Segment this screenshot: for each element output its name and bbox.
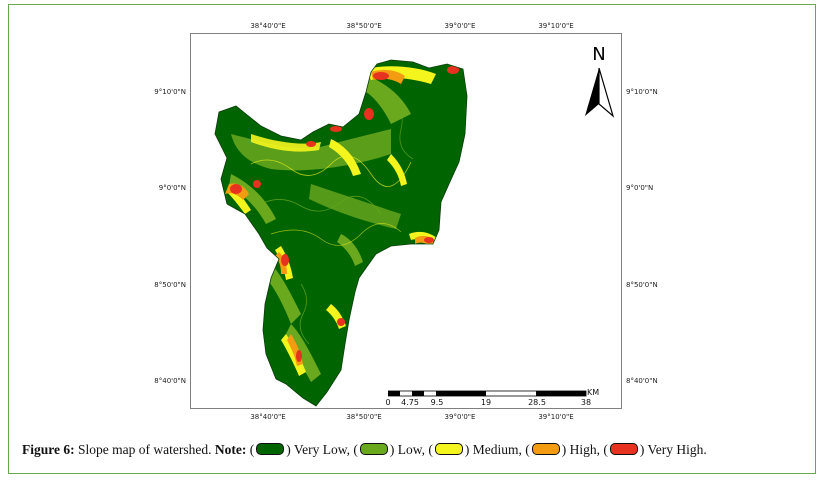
low-slope-zone	[286, 324, 321, 382]
very-high-slope-zone	[296, 350, 302, 362]
coord-bottom-4: 39°10'0"E	[538, 413, 574, 421]
coord-left-3: 8°50'0"N	[154, 281, 186, 289]
very-high-slope-zone	[330, 126, 342, 132]
scale-label: 9.5	[430, 398, 444, 407]
low-slope-zone	[309, 184, 401, 229]
map-frame	[190, 33, 622, 409]
low-slope-zone	[361, 74, 411, 124]
coord-left-1: 9°10'0"N	[154, 88, 186, 96]
very-high-slope-zone	[281, 254, 289, 266]
legend-swatch-very-high	[609, 443, 638, 455]
scale-label: 19	[480, 398, 492, 407]
coord-bottom-3: 39°0'0"E	[444, 413, 476, 421]
scale-bar	[388, 390, 587, 397]
very-high-slope-zone	[447, 66, 459, 74]
coord-bottom-1: 38°40'0"E	[250, 413, 286, 421]
north-arrow-icon: N	[579, 42, 619, 126]
very-high-slope-zone	[364, 108, 374, 120]
scale-label: 28.5	[528, 398, 546, 407]
coord-left-2: 9°0'0"N	[158, 184, 186, 192]
medium-slope-zone	[281, 334, 306, 376]
very-high-slope-zone	[230, 184, 242, 194]
coord-right-4: 8°40'0"N	[626, 377, 658, 385]
slope-map	[214, 59, 468, 407]
legend-swatch-very-low	[256, 443, 285, 455]
coord-top-3: 39°0'0"E	[444, 22, 476, 30]
figure-caption: Figure 6: Slope map of watershed. Note: …	[22, 442, 707, 457]
north-label: N	[592, 44, 605, 65]
scale-label: 4.75	[401, 398, 419, 407]
legend-swatch-high	[531, 443, 560, 455]
coord-top-2: 38°50'0"E	[346, 22, 382, 30]
low-slope-zone	[337, 234, 363, 266]
very-high-slope-zone	[253, 180, 261, 188]
legend-label-medium: Medium,	[472, 442, 522, 457]
coord-right-2: 9°0'0"N	[626, 184, 654, 192]
legend-label-high: High,	[569, 442, 600, 457]
medium-slope-zone	[387, 154, 407, 186]
coord-bottom-2: 38°50'0"E	[346, 413, 382, 421]
legend-label-very-low: Very Low,	[293, 442, 350, 457]
medium-slope-zone	[329, 139, 361, 176]
legend-swatch-low	[359, 443, 388, 455]
very-high-slope-zone	[373, 72, 389, 80]
note-label: Note:	[214, 442, 247, 457]
very-high-slope-zone	[337, 318, 345, 326]
scale-unit: KM	[587, 388, 600, 397]
coord-top-4: 39°10'0"E	[538, 22, 574, 30]
legend-label-low: Low,	[397, 442, 425, 457]
medium-slope-zone	[251, 134, 321, 152]
high-slope-zone	[275, 252, 287, 274]
figure-frame	[8, 4, 816, 474]
coord-right-1: 9°10'0"N	[626, 88, 658, 96]
coord-right-3: 8°50'0"N	[626, 281, 658, 289]
very-high-slope-zone	[424, 237, 434, 243]
figure-label: Figure 6:	[22, 442, 75, 457]
caption-text: Slope map of watershed.	[78, 442, 212, 457]
coord-left-4: 8°40'0"N	[154, 377, 186, 385]
low-slope-zone	[267, 264, 301, 324]
legend-label-very-high: Very High.	[647, 442, 707, 457]
very-high-slope-zone	[306, 141, 316, 147]
very-low-slope-area	[215, 60, 467, 406]
watershed-boundary	[214, 59, 468, 407]
scale-label: 38	[580, 398, 592, 407]
coord-top-1: 38°40'0"E	[250, 22, 286, 30]
scale-label: 0	[385, 398, 391, 407]
legend-swatch-medium	[434, 443, 463, 455]
